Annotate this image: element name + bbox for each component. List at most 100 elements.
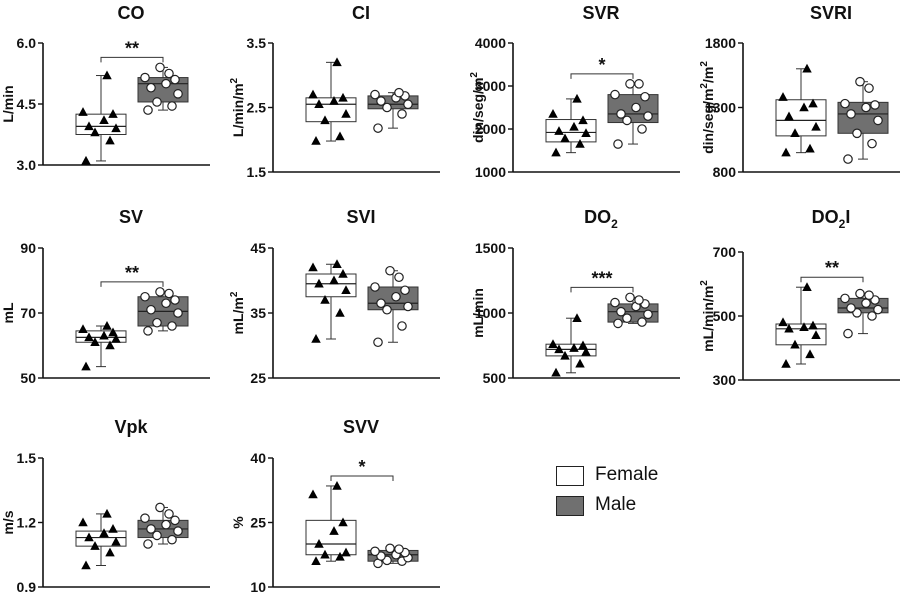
significance-bracket (100, 56, 164, 63)
y-tick-label: 1000 (475, 305, 506, 321)
female-data-point (99, 115, 109, 125)
female-data-point (314, 278, 324, 288)
male-data-point (164, 288, 174, 299)
y-tick-label: 2.5 (247, 100, 267, 116)
chart-sv: SV mL 50 70 90 ** (0, 207, 210, 386)
chart-title: SVV (343, 417, 379, 437)
male-data-point (625, 79, 635, 89)
legend-male-swatch (556, 496, 584, 516)
male-data-point (140, 513, 150, 523)
y-axis-label: L/min/m2 (229, 77, 246, 137)
female-data-point (341, 547, 351, 557)
female-data-point (799, 102, 809, 112)
y-tick-label: 3.0 (17, 157, 37, 173)
female-data-point (105, 340, 115, 350)
female-data-point (108, 523, 118, 533)
male-data-point (167, 321, 177, 331)
male-data-point (846, 303, 856, 313)
female-data-point (811, 121, 821, 131)
male-data-point (173, 89, 183, 99)
male-data-point (385, 543, 395, 554)
y-tick-label: 1300 (705, 100, 736, 116)
male-data-point (170, 515, 180, 526)
male-data-point (861, 298, 871, 308)
male-data-point (152, 530, 162, 541)
female-data-point (99, 528, 109, 537)
female-data-point (778, 317, 788, 327)
female-data-point (111, 334, 121, 343)
male-data-point (391, 291, 401, 302)
female-data-point (311, 136, 321, 145)
male-data-point (864, 290, 874, 300)
male-data-point (143, 326, 153, 336)
chart-svr: SVR din/seg/m2 1000 2000 3000 4000 * (469, 3, 680, 180)
chart-vpk: Vpk m/s 0.9 1.2 1.5 (0, 417, 210, 593)
y-tick-label: 4.5 (17, 96, 37, 112)
male-data-point (403, 99, 413, 110)
female-data-point (332, 259, 342, 268)
significance-label: * (358, 457, 365, 477)
male-data-point (613, 139, 623, 149)
male-data-point (622, 313, 632, 323)
y-tick-label: 1800 (705, 35, 736, 51)
female-data-point (808, 320, 818, 330)
male-data-point (167, 101, 177, 111)
female-data-point (560, 133, 570, 143)
female-data-point (81, 361, 91, 371)
male-data-point (625, 292, 635, 303)
male-data-point (634, 79, 644, 89)
female-data-point (332, 57, 342, 67)
y-axis-label: mL (0, 302, 16, 323)
y-axis-label: mL/min (470, 288, 486, 338)
female-data-point (329, 526, 339, 535)
female-data-point (802, 282, 812, 291)
male-data-point (616, 109, 626, 119)
male-data-point (873, 115, 883, 126)
male-data-point (373, 337, 383, 348)
female-data-point (311, 556, 321, 565)
y-tick-label: 25 (250, 370, 266, 386)
female-data-point (105, 135, 115, 145)
chart-co: CO L/min 3.0 4.5 6.0 ** (0, 3, 210, 173)
legend-female-swatch (556, 466, 584, 486)
female-data-point (554, 344, 564, 354)
female-data-point (578, 340, 588, 350)
y-axis-label: m/s (0, 510, 16, 534)
male-data-point (376, 96, 386, 106)
male-data-point (861, 102, 871, 113)
female-data-point (84, 332, 94, 342)
female-data-point (335, 131, 345, 141)
male-data-point (637, 317, 647, 327)
significance-bracket (800, 276, 864, 283)
male-data-point (161, 78, 171, 89)
female-data-point (99, 330, 109, 340)
male-data-point (376, 298, 386, 309)
female-box (775, 323, 827, 346)
female-data-point (314, 99, 324, 109)
female-data-point (105, 547, 115, 557)
y-axis-label: % (230, 516, 246, 529)
female-data-point (560, 350, 570, 360)
female-data-point (311, 334, 321, 343)
y-tick-label: 700 (713, 244, 737, 260)
male-data-point (161, 298, 171, 309)
female-data-point (575, 358, 585, 368)
female-data-point (111, 123, 121, 133)
y-tick-label: 40 (250, 450, 266, 466)
y-axis-label: L/min (0, 85, 16, 122)
female-data-point (781, 359, 791, 368)
female-data-point (572, 93, 582, 103)
male-data-point (170, 74, 180, 85)
male-data-point (394, 544, 404, 554)
female-data-point (790, 128, 800, 138)
y-axis-label: din/seg/m2/m2 (699, 61, 716, 154)
female-data-point (111, 536, 121, 546)
female-data-point (308, 89, 318, 99)
male-data-point (613, 318, 623, 329)
female-data-point (581, 128, 591, 138)
legend-male-label: Male (595, 494, 637, 515)
y-tick-label: 1.2 (17, 515, 37, 531)
female-data-point (308, 262, 318, 272)
female-data-point (90, 127, 100, 137)
y-tick-label: 300 (713, 372, 737, 388)
